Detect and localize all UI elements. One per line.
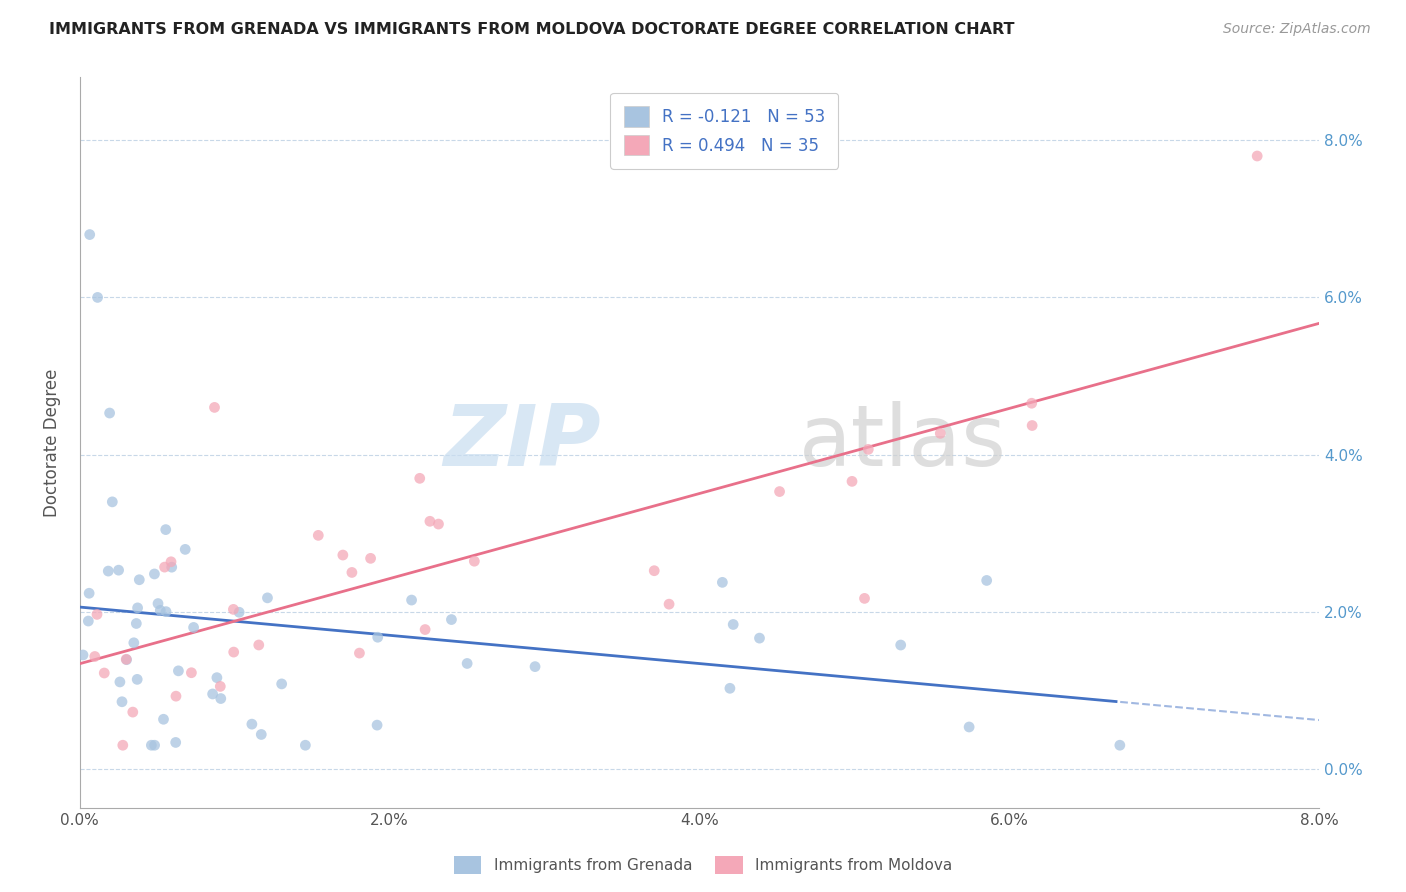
Point bbox=[155, 523, 177, 537]
Point bbox=[890, 638, 912, 652]
Point bbox=[1246, 149, 1268, 163]
Point bbox=[167, 664, 190, 678]
Point bbox=[307, 528, 329, 542]
Point bbox=[111, 738, 134, 752]
Point bbox=[643, 564, 665, 578]
Point bbox=[721, 617, 744, 632]
Text: ZIP: ZIP bbox=[443, 401, 600, 484]
Point bbox=[524, 659, 547, 673]
Point bbox=[419, 514, 441, 528]
Text: atlas: atlas bbox=[799, 401, 1007, 484]
Text: Source: ZipAtlas.com: Source: ZipAtlas.com bbox=[1223, 22, 1371, 37]
Point bbox=[97, 564, 120, 578]
Point bbox=[83, 649, 105, 664]
Point bbox=[332, 548, 354, 562]
Point bbox=[143, 566, 166, 581]
Point bbox=[340, 566, 363, 580]
Point bbox=[349, 646, 371, 660]
Point bbox=[128, 573, 150, 587]
Point bbox=[463, 554, 485, 568]
Point bbox=[718, 681, 741, 696]
Point bbox=[79, 227, 101, 242]
Point bbox=[256, 591, 278, 605]
Point bbox=[250, 727, 273, 741]
Y-axis label: Doctorate Degree: Doctorate Degree bbox=[44, 368, 60, 517]
Point bbox=[165, 689, 187, 703]
Point bbox=[658, 597, 681, 611]
Point bbox=[1108, 738, 1130, 752]
Point bbox=[360, 551, 382, 566]
Point bbox=[86, 290, 108, 304]
Point bbox=[115, 652, 138, 666]
Point bbox=[141, 738, 163, 752]
Point bbox=[711, 575, 734, 590]
Point bbox=[183, 620, 205, 634]
Point bbox=[152, 712, 174, 726]
Point bbox=[413, 623, 436, 637]
Point bbox=[149, 603, 172, 617]
Point bbox=[77, 586, 100, 600]
Point bbox=[841, 475, 863, 489]
Point bbox=[160, 555, 183, 569]
Point bbox=[146, 597, 169, 611]
Point bbox=[86, 607, 108, 622]
Point bbox=[209, 680, 232, 694]
Point bbox=[427, 517, 450, 532]
Point bbox=[101, 495, 124, 509]
Text: IMMIGRANTS FROM GRENADA VS IMMIGRANTS FROM MOLDOVA DOCTORATE DEGREE CORRELATION : IMMIGRANTS FROM GRENADA VS IMMIGRANTS FR… bbox=[49, 22, 1015, 37]
Legend: R = -0.121   N = 53, R = 0.494   N = 35: R = -0.121 N = 53, R = 0.494 N = 35 bbox=[610, 93, 838, 169]
Point bbox=[121, 705, 143, 719]
Point bbox=[976, 574, 998, 588]
Point bbox=[1021, 418, 1043, 433]
Legend: Immigrants from Grenada, Immigrants from Moldova: Immigrants from Grenada, Immigrants from… bbox=[449, 850, 957, 880]
Point bbox=[107, 563, 129, 577]
Point bbox=[240, 717, 263, 731]
Point bbox=[115, 653, 138, 667]
Point bbox=[174, 542, 197, 557]
Point bbox=[143, 738, 166, 752]
Point bbox=[858, 442, 880, 457]
Point bbox=[768, 484, 790, 499]
Point bbox=[155, 605, 177, 619]
Point bbox=[180, 665, 202, 680]
Point bbox=[77, 614, 100, 628]
Point bbox=[205, 671, 228, 685]
Point bbox=[270, 677, 292, 691]
Point bbox=[165, 735, 187, 749]
Point bbox=[111, 695, 134, 709]
Point bbox=[72, 648, 94, 662]
Point bbox=[748, 631, 770, 645]
Point bbox=[409, 471, 432, 485]
Point bbox=[201, 687, 224, 701]
Point bbox=[929, 426, 952, 441]
Point bbox=[401, 593, 423, 607]
Point bbox=[222, 645, 245, 659]
Point bbox=[153, 560, 176, 574]
Point bbox=[456, 657, 478, 671]
Point bbox=[294, 738, 316, 752]
Point bbox=[98, 406, 121, 420]
Point bbox=[122, 636, 145, 650]
Point bbox=[125, 616, 148, 631]
Point bbox=[222, 602, 245, 616]
Point bbox=[853, 591, 876, 606]
Point bbox=[367, 630, 389, 644]
Point bbox=[247, 638, 270, 652]
Point bbox=[108, 675, 131, 690]
Point bbox=[1021, 396, 1043, 410]
Point bbox=[957, 720, 980, 734]
Point bbox=[209, 691, 232, 706]
Point bbox=[93, 666, 115, 681]
Point bbox=[127, 673, 149, 687]
Point bbox=[127, 600, 149, 615]
Point bbox=[204, 401, 226, 415]
Point bbox=[366, 718, 388, 732]
Point bbox=[160, 560, 183, 574]
Point bbox=[228, 605, 250, 619]
Point bbox=[440, 613, 463, 627]
